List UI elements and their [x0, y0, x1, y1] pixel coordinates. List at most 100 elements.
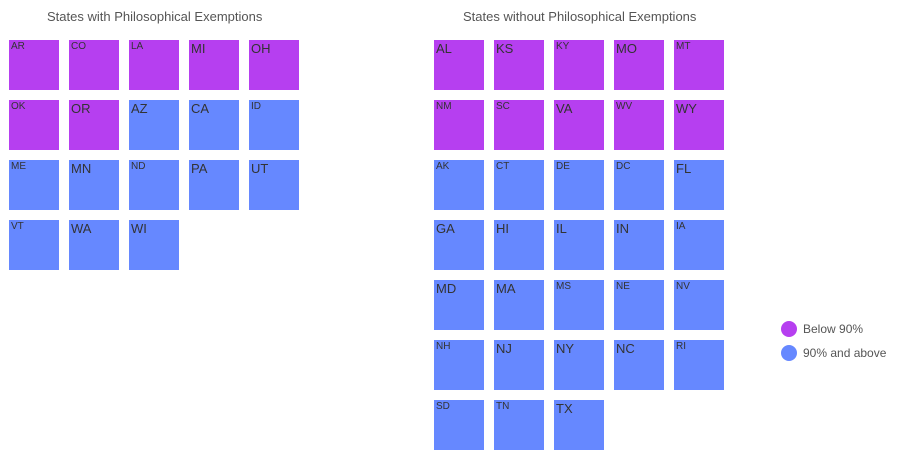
tile-label: WY	[676, 101, 697, 116]
tile-mn[interactable]: MN	[69, 160, 119, 210]
tile-nv[interactable]: NV	[674, 280, 724, 330]
tile-ny[interactable]: NY	[554, 340, 604, 390]
tile-pa[interactable]: PA	[189, 160, 239, 210]
tile-de[interactable]: DE	[554, 160, 604, 210]
tile-label: KY	[556, 41, 570, 52]
tile-label: IL	[556, 221, 567, 236]
tile-label: MT	[676, 41, 691, 52]
tile-nj[interactable]: NJ	[494, 340, 544, 390]
tile-label: MS	[556, 281, 571, 292]
legend-label-below: Below 90%	[803, 322, 864, 336]
tile-or[interactable]: OR	[69, 100, 119, 150]
tile-mo[interactable]: MO	[614, 40, 664, 90]
tile-label: DC	[616, 161, 631, 172]
legend-swatch-above	[781, 345, 797, 361]
tile-az[interactable]: AZ	[129, 100, 179, 150]
tile-nd[interactable]: ND	[129, 160, 179, 210]
tile-label: HI	[496, 221, 509, 236]
tile-label: SD	[436, 401, 450, 412]
tile-oh[interactable]: OH	[249, 40, 299, 90]
tile-label: DE	[556, 161, 570, 172]
tile-wv[interactable]: WV	[614, 100, 664, 150]
tile-ga[interactable]: GA	[434, 220, 484, 270]
tile-fl[interactable]: FL	[674, 160, 724, 210]
panel-title-without-exemptions: States without Philosophical Exemptions	[463, 9, 697, 24]
tile-me[interactable]: ME	[9, 160, 59, 210]
tile-md[interactable]: MD	[434, 280, 484, 330]
tile-il[interactable]: IL	[554, 220, 604, 270]
tile-label: LA	[131, 41, 144, 52]
tile-label: AZ	[131, 101, 148, 116]
tile-wa[interactable]: WA	[69, 220, 119, 270]
tile-label: AK	[436, 161, 450, 172]
tile-ne[interactable]: NE	[614, 280, 664, 330]
tile-label: GA	[436, 221, 455, 236]
tile-hi[interactable]: HI	[494, 220, 544, 270]
tile-label: RI	[676, 341, 686, 352]
legend-label-above: 90% and above	[803, 346, 887, 360]
tile-ak[interactable]: AK	[434, 160, 484, 210]
tile-label: UT	[251, 161, 269, 176]
legend-item-below[interactable]: Below 90%	[781, 320, 901, 344]
tile-label: NC	[616, 341, 635, 356]
tile-nh[interactable]: NH	[434, 340, 484, 390]
tile-wy[interactable]: WY	[674, 100, 724, 150]
tile-mi[interactable]: MI	[189, 40, 239, 90]
tile-label: WI	[131, 221, 147, 236]
tile-label: MO	[616, 41, 637, 56]
tile-label: ME	[11, 161, 26, 172]
tile-label: CA	[191, 101, 210, 116]
tile-sd[interactable]: SD	[434, 400, 484, 450]
tile-ok[interactable]: OK	[9, 100, 59, 150]
tile-ct[interactable]: CT	[494, 160, 544, 210]
tile-label: NV	[676, 281, 690, 292]
tile-dc[interactable]: DC	[614, 160, 664, 210]
tile-tn[interactable]: TN	[494, 400, 544, 450]
tile-label: NY	[556, 341, 575, 356]
tile-label: OR	[71, 101, 91, 116]
tile-in[interactable]: IN	[614, 220, 664, 270]
tile-label: MA	[496, 281, 516, 296]
tile-label: OK	[11, 101, 26, 112]
tile-id[interactable]: ID	[249, 100, 299, 150]
tile-la[interactable]: LA	[129, 40, 179, 90]
tile-label: KS	[496, 41, 514, 56]
tile-al[interactable]: AL	[434, 40, 484, 90]
tile-label: AL	[436, 41, 452, 56]
tile-ca[interactable]: CA	[189, 100, 239, 150]
tile-sc[interactable]: SC	[494, 100, 544, 150]
tile-label: MI	[191, 41, 206, 56]
tile-label: SC	[496, 101, 510, 112]
tile-label: NJ	[496, 341, 512, 356]
tile-label: OH	[251, 41, 271, 56]
tile-wi[interactable]: WI	[129, 220, 179, 270]
tile-label: IA	[676, 221, 686, 232]
tile-ms[interactable]: MS	[554, 280, 604, 330]
tile-label: CT	[496, 161, 510, 172]
tile-tx[interactable]: TX	[554, 400, 604, 450]
tile-va[interactable]: VA	[554, 100, 604, 150]
tile-label: MN	[71, 161, 92, 176]
tile-ut[interactable]: UT	[249, 160, 299, 210]
tile-vt[interactable]: VT	[9, 220, 59, 270]
tile-label: CO	[71, 41, 86, 52]
tile-ar[interactable]: AR	[9, 40, 59, 90]
tile-nc[interactable]: NC	[614, 340, 664, 390]
tile-label: ID	[251, 101, 261, 112]
legend-item-above[interactable]: 90% and above	[781, 344, 901, 368]
tile-label: NM	[436, 101, 452, 112]
tile-ri[interactable]: RI	[674, 340, 724, 390]
panel-title-with-exemptions: States with Philosophical Exemptions	[47, 9, 263, 24]
tile-ks[interactable]: KS	[494, 40, 544, 90]
tile-label: IN	[616, 221, 629, 236]
tile-mt[interactable]: MT	[674, 40, 724, 90]
tile-label: MD	[436, 281, 457, 296]
tile-ky[interactable]: KY	[554, 40, 604, 90]
tile-co[interactable]: CO	[69, 40, 119, 90]
tile-label: TX	[556, 401, 573, 416]
tile-nm[interactable]: NM	[434, 100, 484, 150]
tile-label: ND	[131, 161, 146, 172]
tile-label: PA	[191, 161, 208, 176]
tile-ma[interactable]: MA	[494, 280, 544, 330]
tile-ia[interactable]: IA	[674, 220, 724, 270]
